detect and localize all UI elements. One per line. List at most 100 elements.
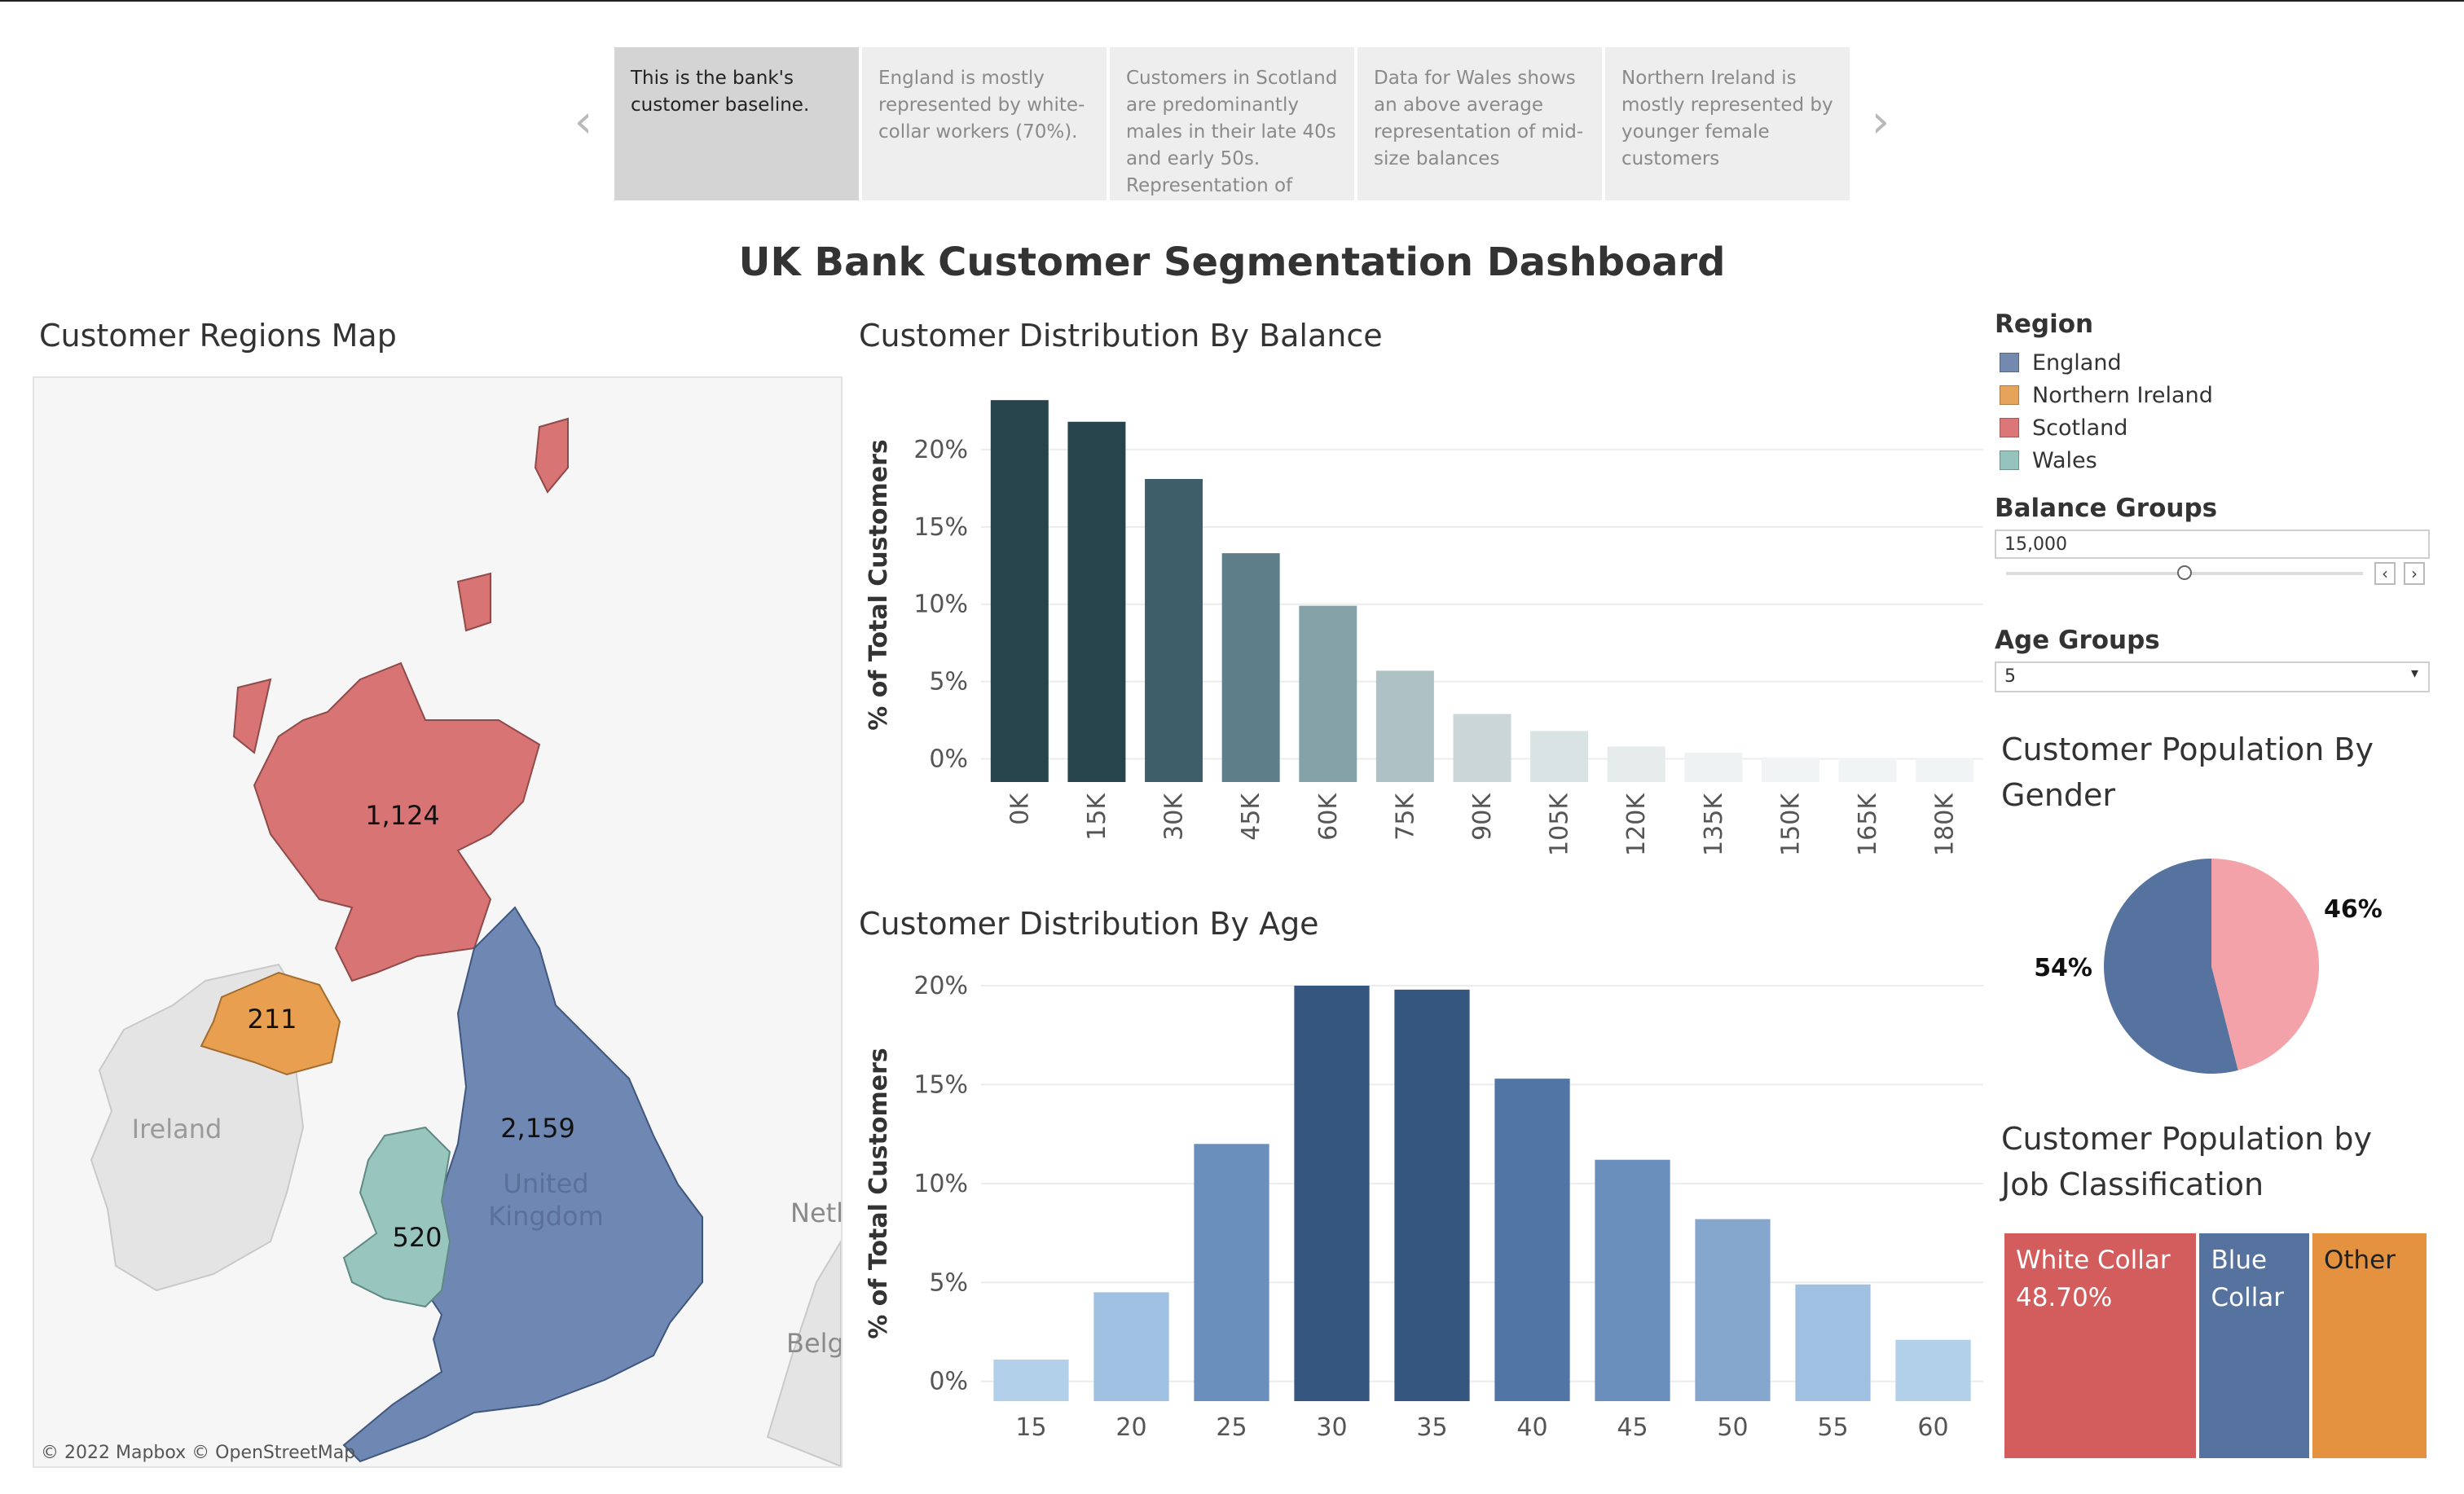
bar[interactable] [1093,1292,1169,1401]
balance-chart: % of Total Customers 0% 5% 10% 15% 20% 0K 15K 30… [865,400,1983,856]
x-tick-label: 20 [1115,1413,1146,1442]
y-axis-title: % of Total Customers [865,439,893,730]
chevron-left-icon: ‹ [2382,564,2388,583]
x-tick-label: 35 [1416,1413,1447,1442]
treemap-label: Other [2323,1246,2396,1275]
story-point-3[interactable]: Customers in Scotland are predominantly … [1110,47,1354,200]
story-point-5[interactable]: Northern Ireland is mostly represented b… [1605,47,1850,200]
bar[interactable] [1895,1339,1971,1401]
y-tick-label: 10% [913,1170,968,1198]
age-groups-dropdown[interactable]: 5 ▾ [1995,661,2430,692]
map-label-ireland: Ireland [132,1114,222,1145]
bar[interactable] [1494,1079,1570,1401]
bar[interactable] [1394,989,1470,1401]
balance-groups-slider-thumb[interactable] [2177,565,2192,580]
x-tick-label: 60 [1917,1413,1948,1442]
story-point-1[interactable]: This is the bank's customer baseline. [614,47,859,200]
chevron-right-icon: › [2411,564,2418,583]
gender-title-line2: Gender [2001,777,2116,813]
map-region-wales[interactable] [342,1126,451,1308]
customer-regions-map[interactable]: Ireland United Kingdom Netl Belg 1,124 2… [33,376,843,1468]
bar[interactable] [1695,1219,1771,1401]
y-tick-label: 15% [913,513,968,542]
map-region-scotland[interactable] [253,661,541,982]
bar[interactable] [1145,478,1203,782]
bar[interactable] [1684,752,1743,782]
balance-chart-title: Customer Distribution By Balance [859,318,1383,354]
y-tick-label: 5% [929,1268,968,1297]
treemap-label: Blue [2211,1246,2268,1275]
bar[interactable] [1838,758,1897,782]
x-tick-label: 45 [1617,1413,1648,1442]
map-region-northern-ireland[interactable] [200,971,341,1076]
map-value-wales: 520 [392,1222,442,1253]
story-point-text: Customers in Scotland are predominantly … [1126,68,1338,196]
age-chart: % of Total Customers 0% 5% 10% 15% 20% 15 20 25 3… [865,972,1983,1442]
bar[interactable] [1221,553,1280,782]
map-svg: Ireland United Kingdom Netl Belg 1,124 2… [90,417,841,1466]
bar[interactable] [1375,670,1434,782]
x-tick-label: 25 [1216,1413,1247,1442]
legend-swatch [2000,450,2019,470]
x-tick-label: 105K [1546,793,1574,856]
x-tick-label: 180K [1931,793,1960,856]
map-label-united: United [503,1168,588,1199]
pie-slice[interactable] [2211,859,2319,1070]
caret-down-icon: ▾ [2410,665,2418,682]
balance-step-left-button[interactable]: ‹ [2374,562,2396,585]
map-attribution: © 2022 Mapbox © OpenStreetMap [41,1443,356,1463]
y-tick-label: 20% [913,972,968,1000]
x-tick-label: 15 [1015,1413,1046,1442]
legend-item-scotland[interactable]: Scotland [2000,415,2128,441]
legend-item-wales[interactable]: Wales [2000,448,2097,473]
legend-item-northern-ireland[interactable]: Northern Ireland [2000,382,2213,408]
bar[interactable] [1607,746,1665,782]
story-point-2[interactable]: England is mostly represented by white-c… [862,47,1107,200]
map-label-kingdom: Kingdom [488,1201,604,1232]
x-tick-label: 45K [1237,793,1265,841]
chevron-right-icon: › [1871,95,1890,148]
bar[interactable] [1795,1284,1871,1401]
y-axis-title: % of Total Customers [865,1048,893,1338]
x-tick-label: 75K [1391,793,1419,841]
legend-swatch [2000,353,2019,372]
story-next-button[interactable]: › [1863,98,1899,147]
bar[interactable] [1453,714,1511,782]
legend-item-england[interactable]: England [2000,350,2122,376]
bar[interactable] [993,1360,1069,1401]
y-tick-label: 15% [913,1070,968,1099]
treemap-cell-blue-collar[interactable]: Blue Collar [2199,1233,2309,1458]
story-points: This is the bank's customer baseline. En… [614,47,1850,200]
map-region-scotland-islands[interactable] [232,417,569,754]
bar[interactable] [1595,1159,1670,1401]
balance-step-right-button[interactable]: › [2404,562,2425,585]
bar[interactable] [1761,757,1819,782]
story-point-text: Data for Wales shows an above average re… [1374,68,1584,169]
bar[interactable] [1530,731,1589,782]
y-tick-label: 5% [929,668,968,696]
y-tick-label: 0% [929,1368,968,1396]
legend-label: Scotland [2032,415,2128,441]
treemap-cell-white-collar[interactable]: White Collar 48.70% [2004,1233,2197,1458]
age-chart-title: Customer Distribution By Age [859,906,1319,942]
bar[interactable] [1194,1144,1269,1401]
pie-slice[interactable] [2104,859,2238,1074]
y-tick-label: 0% [929,745,968,774]
bar[interactable] [1299,605,1357,782]
treemap-label: White Collar [2016,1246,2171,1275]
bar[interactable] [1067,421,1126,782]
x-tick-label: 40 [1516,1413,1547,1442]
bar[interactable] [1916,758,1974,782]
y-tick-label: 10% [913,591,968,619]
bar[interactable] [1294,986,1370,1401]
story-point-4[interactable]: Data for Wales shows an above average re… [1357,47,1602,200]
story-point-text: England is mostly represented by white-c… [878,68,1085,143]
bar[interactable] [990,400,1049,782]
x-tick-label: 50 [1717,1413,1748,1442]
map-value-scotland: 1,124 [365,800,440,831]
balance-groups-input[interactable]: 15,000 [1995,529,2430,559]
legend-label: Northern Ireland [2032,382,2213,408]
treemap-cell-other[interactable]: Other [2312,1233,2427,1458]
story-prev-button[interactable]: ‹ [565,98,601,147]
age-groups-value: 5 [2004,666,2016,687]
